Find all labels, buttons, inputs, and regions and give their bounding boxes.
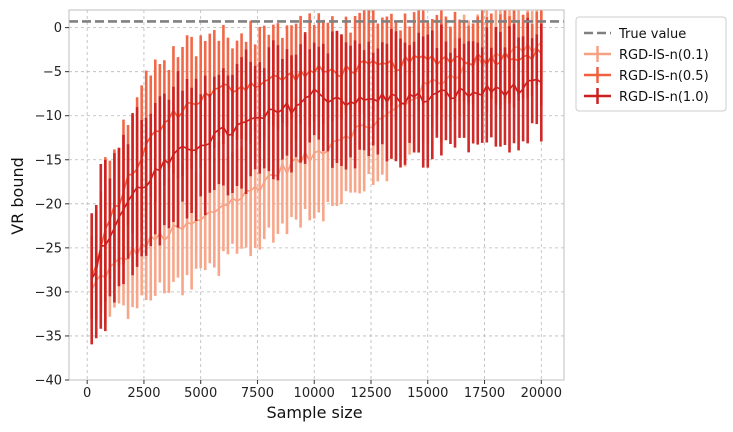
y-tick-label: −15 bbox=[35, 153, 62, 168]
series-RGD-IS-n(1.0) bbox=[90, 17, 543, 345]
legend: True value RGD-IS-n(0.1) RGD-IS-n(0.5) R… bbox=[575, 16, 727, 112]
x-tick-label: 20000 bbox=[521, 386, 562, 401]
y-tick-label: −40 bbox=[35, 374, 62, 389]
legend-rgd-0-1-label: RGD-IS-n(0.1) bbox=[619, 48, 709, 63]
mean-line bbox=[91, 78, 542, 280]
y-tick-label: −35 bbox=[35, 329, 62, 344]
x-tick-label: 0 bbox=[83, 386, 91, 401]
legend-true-value-label: True value bbox=[618, 27, 686, 42]
legend-entry-rgd-1-0: RGD-IS-n(1.0) bbox=[584, 88, 709, 105]
grid bbox=[69, 10, 564, 381]
x-tick-label: 15000 bbox=[407, 386, 448, 401]
series-layer bbox=[90, 10, 543, 345]
x-tick-label: 17500 bbox=[464, 386, 505, 401]
x-axis-title: Sample size bbox=[266, 403, 362, 422]
y-axis-title: VR bound bbox=[8, 157, 27, 235]
mean-line bbox=[90, 47, 542, 278]
x-tick-label: 7500 bbox=[241, 386, 274, 401]
y-tick-label: −25 bbox=[35, 241, 62, 256]
x-tick-label: 12500 bbox=[350, 386, 391, 401]
legend-entry-true-value: True value bbox=[584, 27, 686, 42]
y-tick-label: −10 bbox=[35, 109, 62, 124]
plot-frame bbox=[68, 9, 565, 381]
x-tick-label: 2500 bbox=[127, 386, 160, 401]
legend-rgd-0-5-label: RGD-IS-n(0.5) bbox=[619, 69, 709, 84]
legend-box bbox=[575, 16, 727, 112]
x-tick-label: 10000 bbox=[294, 386, 335, 401]
legend-rgd-1-0-label: RGD-IS-n(1.0) bbox=[619, 90, 709, 105]
y-tick-label: −5 bbox=[43, 65, 62, 80]
y-tick-label: −20 bbox=[35, 197, 62, 212]
legend-entry-rgd-0-1: RGD-IS-n(0.1) bbox=[584, 46, 709, 63]
y-tick-label: −30 bbox=[35, 285, 62, 300]
y-tick-label: 0 bbox=[54, 21, 62, 36]
legend-entry-rgd-0-5: RGD-IS-n(0.5) bbox=[584, 67, 709, 84]
axis-ticks: 0 2500 5000 7500 10000 12500 15000 17500 20000 0 −… bbox=[35, 21, 562, 401]
x-tick-label: 5000 bbox=[184, 386, 217, 401]
